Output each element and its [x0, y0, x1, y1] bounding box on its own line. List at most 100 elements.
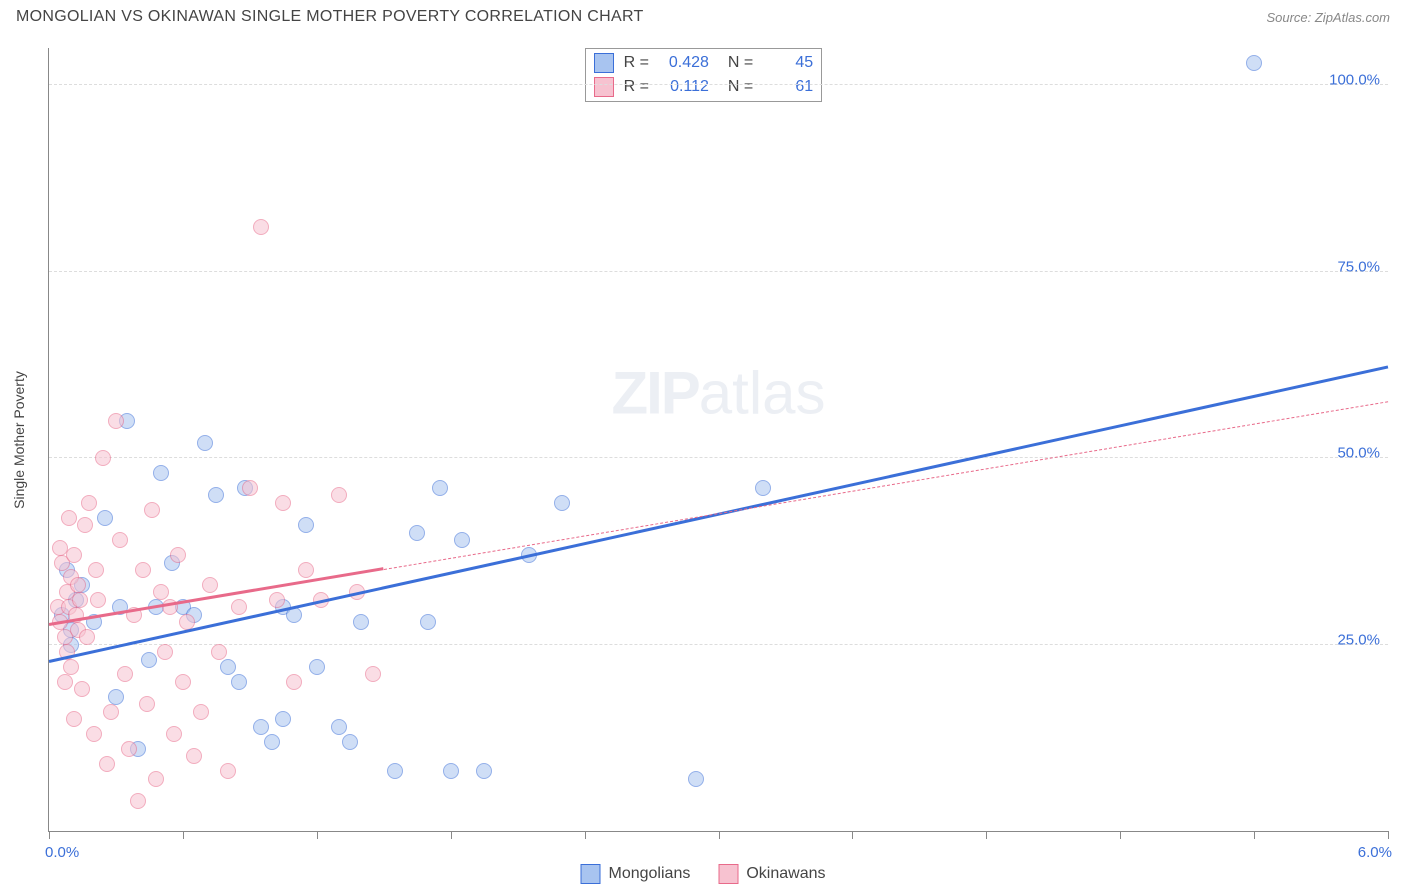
- source-attribution: Source: ZipAtlas.com: [1266, 10, 1390, 25]
- data-point: [298, 562, 314, 578]
- legend-item: Mongolians: [581, 864, 691, 884]
- data-point: [275, 711, 291, 727]
- data-point: [554, 495, 570, 511]
- data-point: [208, 487, 224, 503]
- r-value: 0.112: [659, 75, 709, 99]
- data-point: [130, 793, 146, 809]
- data-point: [264, 734, 280, 750]
- legend-label: Okinawans: [746, 865, 825, 883]
- legend-item: Okinawans: [718, 864, 825, 884]
- data-point: [331, 487, 347, 503]
- data-point: [409, 525, 425, 541]
- r-label: R =: [624, 75, 649, 99]
- data-point: [253, 219, 269, 235]
- scatter-chart: ZIPatlas Single Mother Poverty R =0.428 …: [48, 48, 1388, 832]
- data-point: [57, 674, 73, 690]
- data-point: [420, 614, 436, 630]
- data-point: [175, 674, 191, 690]
- data-point: [476, 763, 492, 779]
- data-point: [231, 674, 247, 690]
- x-tick: [585, 831, 586, 839]
- data-point: [121, 741, 137, 757]
- x-axis-min-label: 0.0%: [45, 844, 79, 861]
- x-tick: [1120, 831, 1121, 839]
- y-tick-label: 50.0%: [1337, 445, 1380, 462]
- data-point: [108, 689, 124, 705]
- data-point: [166, 726, 182, 742]
- data-point: [74, 681, 90, 697]
- n-label: N =: [719, 51, 753, 75]
- n-value: 45: [763, 51, 813, 75]
- trend-line: [49, 366, 1389, 663]
- x-tick: [1388, 831, 1389, 839]
- data-point: [275, 495, 291, 511]
- data-point: [99, 756, 115, 772]
- data-point: [331, 719, 347, 735]
- chart-title: MONGOLIAN VS OKINAWAN SINGLE MOTHER POVE…: [16, 8, 644, 26]
- r-value: 0.428: [659, 51, 709, 75]
- x-tick: [451, 831, 452, 839]
- data-point: [153, 465, 169, 481]
- data-point: [70, 577, 86, 593]
- data-point: [454, 532, 470, 548]
- chart-header: MONGOLIAN VS OKINAWAN SINGLE MOTHER POVE…: [0, 0, 1406, 30]
- x-tick: [49, 831, 50, 839]
- data-point: [353, 614, 369, 630]
- stats-row: R = 0.112 N = 61: [594, 75, 814, 99]
- data-point: [153, 584, 169, 600]
- x-tick: [852, 831, 853, 839]
- data-point: [86, 726, 102, 742]
- x-tick: [986, 831, 987, 839]
- r-label: R =: [624, 51, 649, 75]
- gridline: [49, 271, 1388, 272]
- data-point: [144, 502, 160, 518]
- data-point: [193, 704, 209, 720]
- data-point: [211, 644, 227, 660]
- data-point: [77, 517, 93, 533]
- data-point: [286, 674, 302, 690]
- data-point: [66, 711, 82, 727]
- y-axis-title: Single Mother Poverty: [11, 371, 27, 509]
- gridline: [49, 644, 1388, 645]
- legend-swatch: [594, 53, 614, 73]
- data-point: [63, 659, 79, 675]
- data-point: [97, 510, 113, 526]
- watermark: ZIPatlas: [611, 358, 825, 427]
- chart-legend: Mongolians Okinawans: [581, 864, 826, 884]
- legend-label: Mongolians: [609, 865, 691, 883]
- data-point: [117, 666, 133, 682]
- n-label: N =: [719, 75, 753, 99]
- legend-swatch: [581, 864, 601, 884]
- data-point: [755, 480, 771, 496]
- data-point: [365, 666, 381, 682]
- data-point: [88, 562, 104, 578]
- data-point: [309, 659, 325, 675]
- data-point: [443, 763, 459, 779]
- data-point: [202, 577, 218, 593]
- y-tick-label: 100.0%: [1329, 72, 1380, 89]
- data-point: [157, 644, 173, 660]
- n-value: 61: [763, 75, 813, 99]
- data-point: [103, 704, 119, 720]
- data-point: [108, 413, 124, 429]
- data-point: [688, 771, 704, 787]
- legend-swatch: [718, 864, 738, 884]
- correlation-stats-box: R = 0.428 N = 45 R = 0.112 N = 61: [585, 48, 823, 102]
- x-tick: [1254, 831, 1255, 839]
- data-point: [141, 652, 157, 668]
- data-point: [269, 592, 285, 608]
- x-axis-max-label: 6.0%: [1358, 844, 1392, 861]
- y-tick-label: 25.0%: [1337, 631, 1380, 648]
- data-point: [81, 495, 97, 511]
- data-point: [197, 435, 213, 451]
- data-point: [220, 659, 236, 675]
- y-tick-label: 75.0%: [1337, 258, 1380, 275]
- data-point: [79, 629, 95, 645]
- data-point: [432, 480, 448, 496]
- data-point: [242, 480, 258, 496]
- stats-row: R = 0.428 N = 45: [594, 51, 814, 75]
- data-point: [148, 771, 164, 787]
- gridline: [49, 84, 1388, 85]
- data-point: [61, 510, 77, 526]
- data-point: [95, 450, 111, 466]
